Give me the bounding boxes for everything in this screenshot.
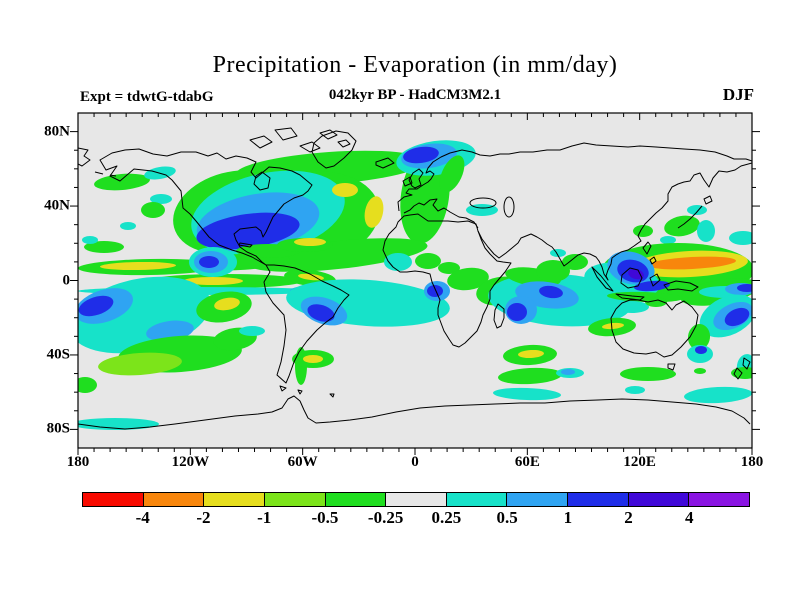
mediterranean-europe-outline (403, 198, 479, 229)
colorbar-segment (567, 493, 628, 506)
colorbar-segment (203, 493, 264, 506)
lon-tick-label: 0 (411, 454, 419, 470)
colorbar-tick-label: 0.25 (431, 508, 462, 527)
anomaly-regions (78, 140, 752, 430)
colorbar-segment (627, 493, 689, 506)
lon-tick-label: 120E (623, 454, 656, 470)
colorbar-tick-label: -1 (257, 508, 272, 527)
colorbar (82, 492, 750, 507)
southeast-asia-islands-outline (591, 241, 699, 301)
season-label: DJF (722, 85, 754, 104)
antarctica-outline (78, 389, 751, 430)
british-isles-outline (402, 168, 424, 189)
arctic-islands-outline (249, 127, 351, 191)
figure-subtitle: 042kyr BP - HadCM3M2.1 (328, 87, 502, 103)
chukotka-fragment-outline (78, 147, 117, 177)
axis-ticks (70, 113, 760, 455)
japan-outline (677, 195, 713, 229)
lon-tick-label: 60E (514, 454, 540, 470)
colorbar-labels: -4 -2 -1 -0.5 -0.25 0.25 0.5 1 2 4 (0, 508, 800, 532)
north-america-outline (99, 148, 313, 266)
colorbar-segment (324, 493, 386, 506)
colorbar-tick-label: 4 (685, 508, 694, 527)
colorbar-tick-label: 1 (563, 508, 573, 527)
iceland-outline (375, 157, 395, 169)
lat-tick-label: 40N (44, 197, 70, 214)
asia-east-south-outline (477, 162, 752, 281)
south-america-outline (238, 242, 350, 392)
lat-tick-label: 40S (46, 346, 70, 363)
eurasia-north-outline (397, 142, 752, 212)
caspian-sea-outline (503, 196, 515, 218)
lat-tick-label: 80N (44, 123, 70, 140)
lon-tick-label: 180 (66, 454, 90, 470)
colorbar-segment (506, 493, 568, 506)
lon-tick-label: 180 (740, 454, 764, 470)
colorbar-tick-label: 2 (624, 508, 633, 527)
colorbar-segment (83, 493, 143, 506)
lon-tick-label: 120W (171, 454, 210, 470)
greenland-outline (311, 130, 357, 169)
colorbar-tick-label: 0.5 (496, 508, 518, 527)
colorbar-tick-label: -2 (196, 508, 211, 527)
colorbar-tick-label: -0.25 (367, 508, 404, 527)
new-zealand-outline (733, 357, 751, 380)
lat-tick-label: 0 (62, 272, 71, 288)
continent-outlines (78, 127, 752, 430)
colorbar-segment (263, 493, 325, 506)
australia-outline (610, 299, 699, 371)
colorbar-tick-label: -0.5 (311, 508, 339, 527)
colorbar-segment (445, 493, 507, 506)
madagascar-outline (493, 303, 505, 329)
colorbar-segment (142, 493, 204, 506)
lon-tick-label: 60W (287, 454, 318, 470)
colorbar-segment (688, 493, 750, 506)
lat-tick-label: 80S (46, 420, 70, 437)
colorbar-segment (385, 493, 446, 506)
black-sea-outline (469, 197, 497, 209)
figure-title: Precipitation - Evaporation (in mm/day) (212, 52, 618, 78)
experiment-label: Expt = tdwtG-tdabG (80, 89, 214, 105)
colorbar-tick-label: -4 (135, 508, 150, 527)
